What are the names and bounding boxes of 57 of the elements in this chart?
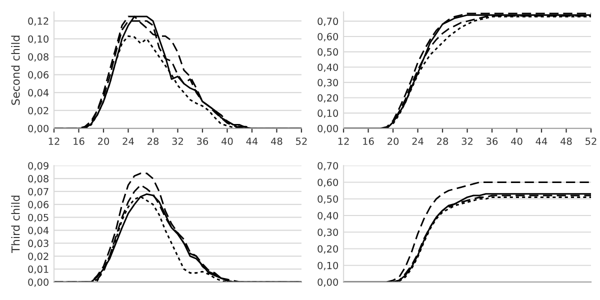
y-tick-label: 0,30 (318, 228, 338, 237)
y-tick-label: 0,02 (28, 252, 48, 261)
x-tick-label: 16 (74, 138, 84, 145)
y-tick-label: 0,05 (28, 214, 48, 222)
x-tick-label: 48 (560, 138, 572, 145)
y-tick-label: 0,40 (318, 64, 338, 72)
x-tick-label: 16 (363, 138, 374, 145)
x-tick-label: 36 (486, 138, 498, 145)
y-tick-label: 0,20 (318, 94, 338, 103)
x-tick-label: 36 (197, 138, 208, 145)
y-tick-label: 0,02 (28, 106, 48, 116)
x-tick-label: 48 (271, 138, 282, 145)
y-tick-label: 0,08 (28, 175, 48, 184)
x-tick-label: 32 (462, 138, 472, 145)
y-tick-label: 0,10 (318, 262, 338, 270)
y-tick-label: 0,06 (28, 200, 49, 210)
x-tick-label: 28 (437, 138, 448, 145)
y-tick-label: 0,30 (318, 78, 338, 88)
y-axis-title: Second child (11, 36, 20, 105)
y-tick-label: 0,04 (28, 226, 49, 236)
y-tick-label: 0,00 (318, 124, 338, 134)
y-tick-label: 0,04 (28, 89, 49, 98)
x-tick-label: 12 (338, 138, 349, 145)
x-tick-label: 24 (412, 138, 424, 145)
x-tick-label: 28 (148, 138, 159, 145)
y-tick-label: 0,60 (318, 178, 338, 188)
x-tick-label: 12 (48, 138, 60, 145)
y-tick-label: 0,10 (318, 110, 338, 118)
x-tick-label: 40 (511, 138, 522, 145)
x-tick-label: 40 (222, 138, 233, 145)
y-tick-label: 0,40 (318, 212, 338, 220)
y-tick-label: 0,60 (318, 32, 338, 42)
y-tick-label: 0,07 (28, 188, 48, 196)
y-tick-label: 0,09 (28, 162, 48, 170)
y-tick-label: 0,00 (318, 278, 338, 287)
x-tick-label: 44 (246, 138, 258, 145)
y-tick-label: 0,50 (318, 195, 338, 204)
x-tick-label: 52 (586, 138, 596, 145)
y-tick-label: 0,00 (28, 278, 48, 287)
y-tick-label: 0,70 (318, 18, 338, 26)
y-tick-label: 0,06 (28, 71, 49, 80)
y-axis-title: Third child (11, 196, 20, 253)
x-tick-label: 24 (122, 138, 134, 145)
y-tick-label: 0,12 (28, 17, 48, 26)
y-tick-label: 0,20 (318, 245, 338, 254)
y-tick-label: 0,03 (28, 240, 48, 248)
y-tick-label: 0,01 (28, 266, 48, 274)
x-tick-label: 44 (536, 138, 548, 145)
x-tick-label: 32 (172, 138, 183, 145)
y-tick-label: 0,50 (318, 48, 338, 57)
x-tick-label: 20 (98, 138, 110, 145)
x-tick-label: 20 (388, 138, 399, 145)
y-tick-label: 0,70 (318, 162, 338, 170)
y-tick-label: 0,08 (28, 53, 48, 62)
x-tick-label: 52 (296, 138, 307, 145)
y-tick-label: 0,00 (28, 124, 48, 134)
y-tick-label: 0,10 (28, 35, 48, 44)
